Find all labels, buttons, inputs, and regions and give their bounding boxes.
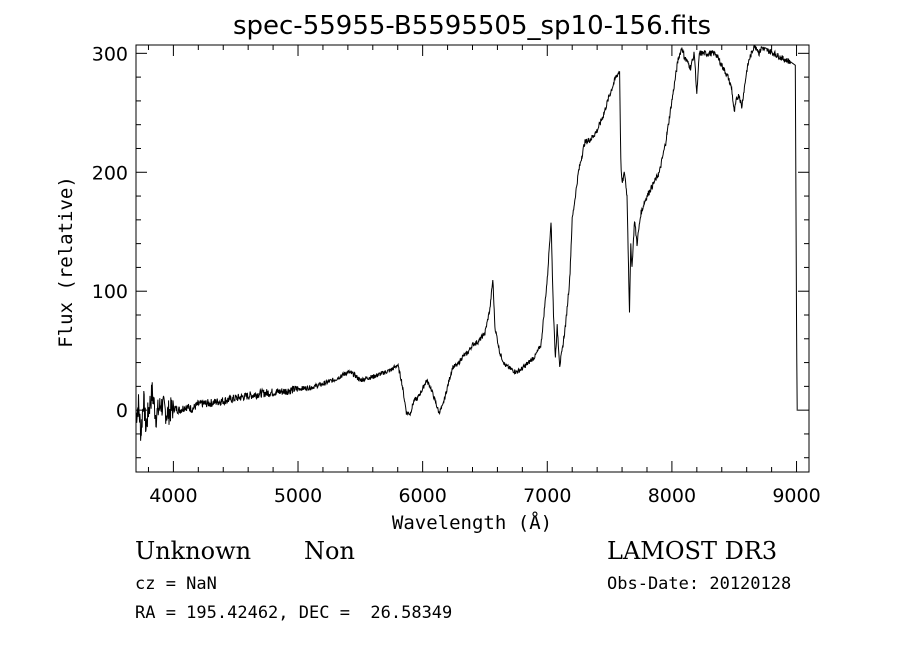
plot-frame xyxy=(135,44,810,473)
y-tick-label: 300 xyxy=(92,43,128,65)
survey-name: LAMOST DR3 xyxy=(607,537,778,565)
x-tick-label: 6000 xyxy=(398,485,446,507)
object-subclass: Non xyxy=(304,537,355,565)
y-tick-label: 100 xyxy=(92,281,128,303)
coordinates: RA = 195.42462, DEC = 26.58349 xyxy=(135,603,453,623)
spectrum-line xyxy=(135,44,798,441)
x-tick-label: 4000 xyxy=(149,485,197,507)
y-tick-label: 200 xyxy=(92,162,128,184)
chart-title: spec-55955-B5595505_sp10-156.fits xyxy=(233,11,711,41)
x-axis-label: Wavelength (Å) xyxy=(392,511,552,534)
axis-ticks xyxy=(136,45,809,472)
x-tick-label: 9000 xyxy=(772,485,820,507)
x-tick-label: 8000 xyxy=(648,485,696,507)
obs-date: Obs-Date: 20120128 xyxy=(607,574,792,594)
x-tick-label: 5000 xyxy=(274,485,322,507)
y-tick-label: 0 xyxy=(116,400,128,422)
x-tick-labels: 4000 5000 6000 7000 8000 9000 xyxy=(149,485,821,507)
redshift-value: cz = NaN xyxy=(135,574,217,594)
object-class: Unknown xyxy=(135,537,252,565)
y-tick-labels: 0 100 200 300 xyxy=(92,43,128,422)
y-axis-label: Flux (relative) xyxy=(55,176,77,348)
x-tick-label: 7000 xyxy=(523,485,571,507)
